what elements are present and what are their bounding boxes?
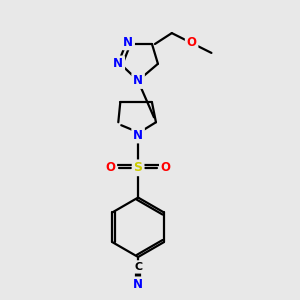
Text: N: N <box>113 57 123 70</box>
Text: O: O <box>161 161 171 174</box>
Text: C: C <box>134 262 142 272</box>
Text: S: S <box>134 161 142 174</box>
Text: O: O <box>187 37 196 50</box>
Text: N: N <box>133 74 143 87</box>
Text: N: N <box>133 129 143 142</box>
Text: N: N <box>123 35 133 49</box>
Text: N: N <box>133 278 143 291</box>
Text: O: O <box>105 161 116 174</box>
